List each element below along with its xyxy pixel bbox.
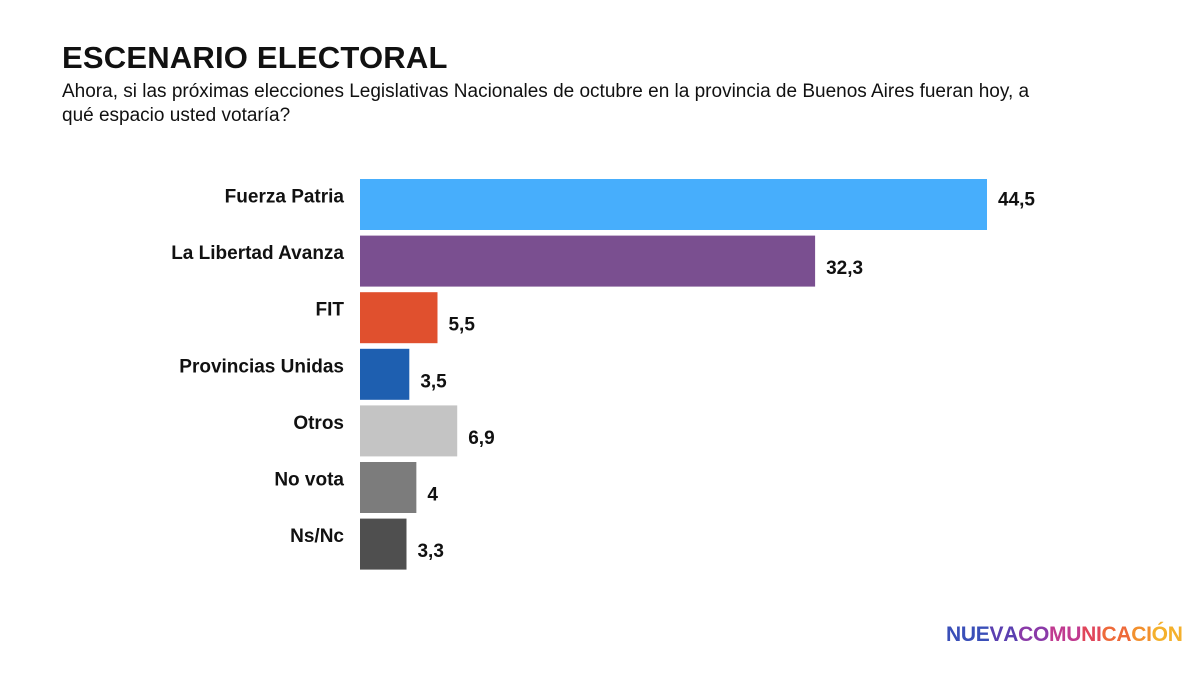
category-label-otros: Otros <box>293 413 344 434</box>
value-label-provincias-unidas: 3,5 <box>420 371 447 392</box>
bar-fit <box>360 292 438 344</box>
nuevacomunicacion-logo: NUEVACOMUNICACIÓN <box>946 623 1183 646</box>
category-label-la-libertad-avanza: La Libertad Avanza <box>171 243 344 264</box>
chart-subtitle: Ahora, si las próximas elecciones Legisl… <box>62 81 1030 126</box>
bar-no-vota <box>360 462 417 513</box>
category-label-no-vota: No vota <box>274 470 344 491</box>
category-label-provincias-unidas: Provincias Unidas <box>179 356 344 377</box>
value-label-fuerza-patria: 44,5 <box>998 190 1035 211</box>
category-label-ns-nc: Ns/Nc <box>290 526 344 547</box>
category-label-fuerza-patria: Fuerza Patria <box>225 187 345 208</box>
value-label-no-vota: 4 <box>427 485 438 506</box>
bar-fuerza-patria <box>360 179 987 230</box>
category-label-fit: FIT <box>316 300 345 321</box>
bar-provincias-unidas <box>360 348 410 400</box>
value-label-la-libertad-avanza: 32,3 <box>826 258 863 279</box>
value-label-ns-nc: 3,3 <box>417 541 443 562</box>
chart-title: ESCENARIO ELECTORAL <box>62 40 448 75</box>
bar-ns-nc <box>360 518 407 570</box>
bar-otros <box>360 405 458 457</box>
value-label-otros: 6,9 <box>468 428 494 449</box>
bar-la-libertad-avanza <box>360 235 816 287</box>
value-label-fit: 5,5 <box>448 315 475 336</box>
